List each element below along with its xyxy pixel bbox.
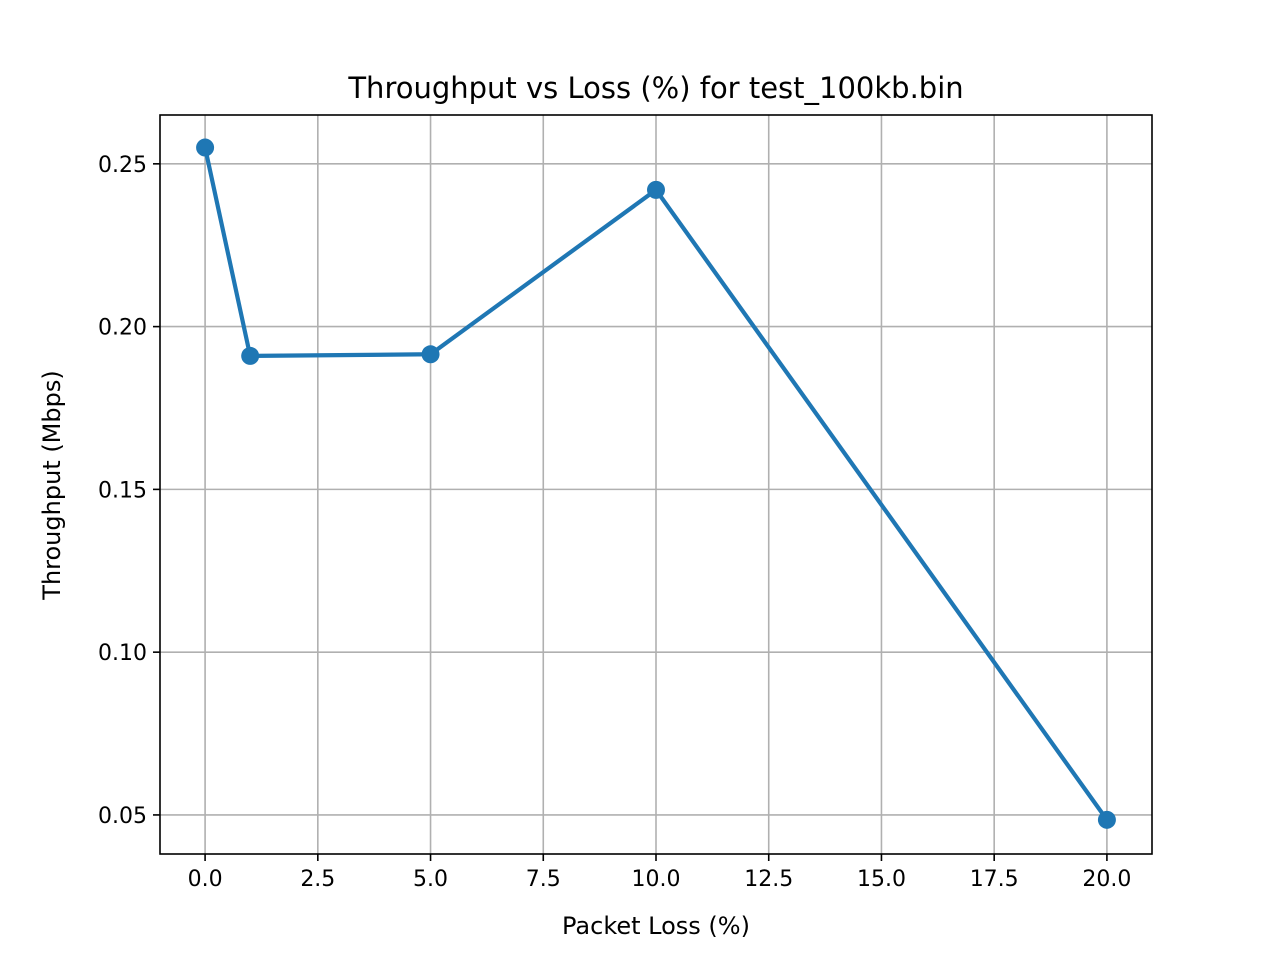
grid (160, 115, 1152, 854)
y-tick-label: 0.15 (98, 478, 147, 503)
chart-title: Throughput vs Loss (%) for test_100kb.bi… (347, 71, 963, 105)
x-tick-label: 2.5 (300, 867, 335, 892)
y-tick-label: 0.10 (98, 641, 147, 666)
series (196, 138, 1116, 829)
data-point (1097, 810, 1116, 829)
y-tick-label: 0.25 (98, 153, 147, 178)
x-tick-label: 15.0 (857, 867, 906, 892)
x-tick-label: 10.0 (632, 867, 681, 892)
data-point (647, 180, 665, 199)
x-tick-label: 17.5 (970, 867, 1019, 892)
data-point (196, 138, 215, 157)
x-tick-label: 7.5 (526, 867, 561, 892)
y-axis-label: Throughput (Mbps) (38, 370, 66, 600)
x-tick-label: 12.5 (744, 867, 793, 892)
data-point (241, 346, 260, 365)
y-tick-label: 0.20 (98, 316, 147, 341)
x-axis-label: Packet Loss (%) (562, 912, 750, 940)
x-tick-label: 5.0 (413, 867, 448, 892)
x-tick-label: 0.0 (188, 867, 223, 892)
data-point (421, 345, 440, 364)
ticks: 0.0 2.5 5.0 7.5 10.0 12.5 15.0 17.5 20.0 0.05 0.10… (98, 153, 1131, 892)
y-tick-label: 0.05 (98, 804, 147, 829)
x-tick-label: 20.0 (1082, 867, 1131, 892)
